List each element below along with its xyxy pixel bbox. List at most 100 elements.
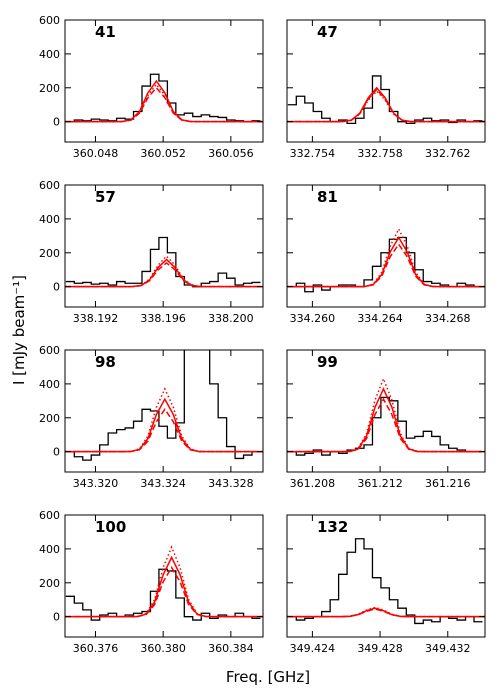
x-tick-label: 361.216 [425,477,471,490]
spectrum [287,396,483,456]
x-tick-label: 338.196 [140,312,186,325]
fit-line [65,83,263,123]
spectrum [65,568,261,621]
y-tick-label: 200 [39,577,60,590]
y-tick-label: 600 [39,509,60,522]
x-tick-label: 360.376 [73,642,119,655]
panel: 41 360.048 360.052 360.056 0 200 400 600 [39,14,264,160]
fit-line [287,608,485,618]
plot-area [287,75,485,125]
panel-frame [286,514,486,638]
y-tick-label: 400 [39,213,60,226]
y-tick-label: 0 [53,446,60,459]
x-tick-label: 332.758 [357,147,403,160]
panel-frame [64,19,264,143]
x-tick-label: 332.762 [425,147,471,160]
panel-title: 98 [95,353,116,371]
x-tick-label: 361.208 [290,477,336,490]
panel: 98 343.320 343.324 343.328 0 200 400 600 [39,344,264,490]
panel: 132 349.424 349.428 349.432 [286,514,486,655]
fit-line [287,242,485,288]
x-tick-label: 343.328 [208,477,254,490]
x-tick-label: 334.264 [357,312,403,325]
fit-line [287,606,485,618]
panel-title: 47 [317,23,338,41]
panel: 99 361.208 361.212 361.216 [286,349,486,490]
y-tick-label: 400 [39,543,60,556]
y-tick-label: 600 [39,179,60,192]
spectrum [65,73,261,123]
x-tick-label: 360.048 [73,147,119,160]
fit-line [65,545,263,618]
panel-frame [64,514,264,638]
plot-area [65,350,263,461]
fit-line [65,566,263,618]
plot-area [287,376,485,456]
panel-title: 99 [317,353,338,371]
x-tick-label: 349.428 [357,642,403,655]
fit-line [287,90,485,123]
y-tick-label: 200 [39,82,60,95]
x-tick-label: 360.380 [140,642,186,655]
y-tick-label: 0 [53,116,60,129]
panel-frame [64,184,264,308]
panel-title: 100 [95,518,126,536]
y-tick-label: 0 [53,281,60,294]
plot-area [65,545,263,621]
y-tick-label: 400 [39,48,60,61]
fit-line [65,407,263,453]
fit-line [287,397,485,453]
x-tick-label: 334.268 [425,312,471,325]
fit-line [65,86,263,123]
panel: 57 338.192 338.196 338.200 0 200 400 600 [39,179,264,325]
fit-line [287,376,485,453]
x-tick-label: 334.260 [290,312,336,325]
panel: 47 332.754 332.758 332.762 [286,19,486,160]
fit-line [287,88,485,123]
x-tick-label: 360.056 [208,147,254,160]
y-tick-label: 0 [53,611,60,624]
x-tick-label: 360.384 [208,642,254,655]
x-tick-label: 332.754 [290,147,336,160]
x-axis-label: Freq. [GHz] [226,668,310,686]
panel-title: 81 [317,188,338,206]
x-tick-label: 343.324 [140,477,186,490]
spectrum [65,350,261,461]
panel: 100 360.376 360.380 360.384 0 200 400 600 [39,509,264,655]
panel-frame [286,19,486,143]
y-tick-label: 600 [39,344,60,357]
plot-area [287,227,485,293]
panel-frame [64,349,264,473]
y-tick-label: 200 [39,412,60,425]
spectrum [287,538,483,625]
fit-line [287,227,485,288]
x-tick-label: 338.200 [208,312,254,325]
x-tick-label: 349.432 [425,642,471,655]
panel-frame [286,184,486,308]
fit-line [287,387,485,453]
fit-line [65,261,263,288]
plot-area [65,236,263,288]
panel-frame [286,349,486,473]
fit-line [65,255,263,288]
y-axis-label: I [mJy beam⁻¹] [10,275,28,385]
panel-title: 132 [317,518,348,536]
fit-line [65,387,263,453]
fit-line [287,86,485,123]
spectrum [65,236,261,288]
x-tick-label: 349.424 [290,642,336,655]
fit-line [65,79,263,123]
fit-line [287,236,485,288]
y-tick-label: 200 [39,247,60,260]
y-tick-label: 400 [39,378,60,391]
x-tick-label: 360.052 [140,147,186,160]
panel-title: 41 [95,23,116,41]
fit-line [65,258,263,288]
x-tick-label: 338.192 [73,312,119,325]
plot-area [65,73,263,123]
y-tick-label: 600 [39,14,60,27]
panel-title: 57 [95,188,116,206]
plot-area [287,538,485,625]
panel: 81 334.260 334.264 334.268 [286,184,486,325]
